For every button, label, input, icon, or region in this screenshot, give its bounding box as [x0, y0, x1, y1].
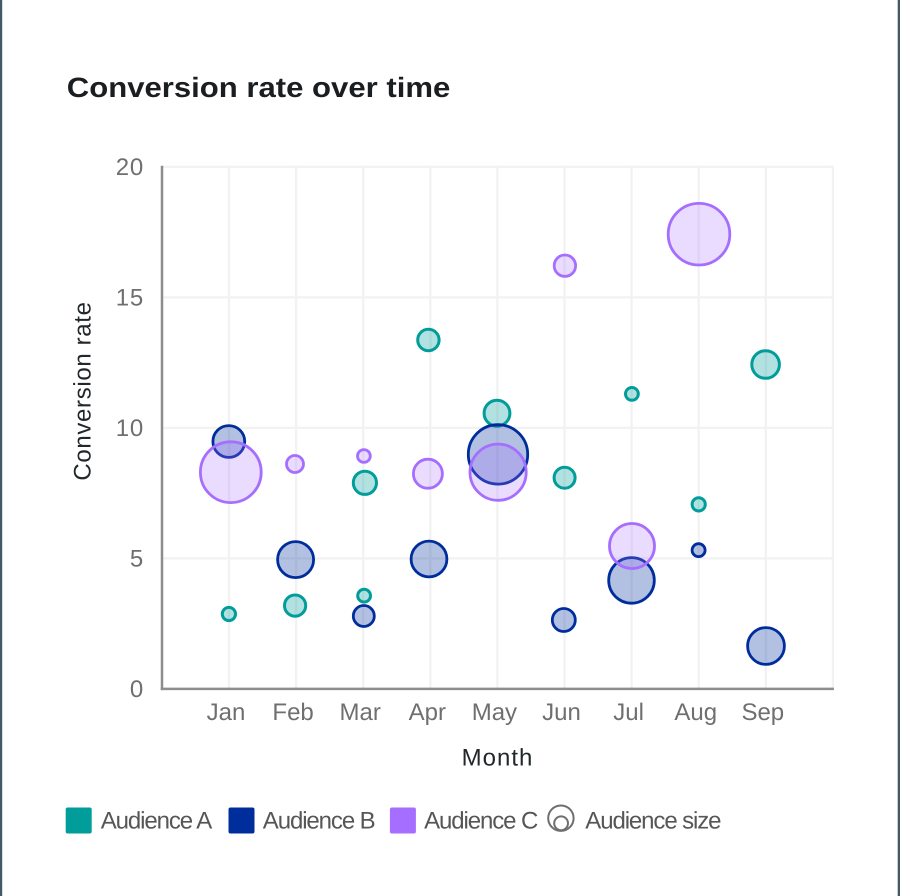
svg-text:Conversion rate over time: Conversion rate over time: [67, 72, 450, 103]
svg-text:Month: Month: [462, 745, 534, 772]
svg-text:Audience A: Audience A: [101, 808, 213, 835]
svg-text:Apr: Apr: [409, 699, 446, 726]
svg-text:Audience size: Audience size: [585, 808, 721, 835]
svg-text:Feb: Feb: [272, 699, 313, 726]
svg-text:Jun: Jun: [542, 699, 581, 726]
svg-text:Jan: Jan: [207, 699, 246, 726]
svg-text:0: 0: [130, 676, 144, 703]
svg-text:Mar: Mar: [340, 699, 381, 726]
svg-text:Conversion rate: Conversion rate: [70, 301, 97, 480]
svg-text:10: 10: [116, 415, 144, 442]
svg-text:May: May: [472, 699, 517, 726]
svg-text:Audience B: Audience B: [263, 808, 375, 835]
svg-text:20: 20: [116, 154, 144, 181]
svg-text:Jul: Jul: [613, 699, 644, 726]
svg-text:Sep: Sep: [741, 699, 784, 726]
svg-text:15: 15: [116, 285, 144, 312]
svg-text:Audience C: Audience C: [424, 808, 538, 835]
svg-text:5: 5: [130, 546, 144, 573]
svg-text:Aug: Aug: [674, 699, 717, 726]
